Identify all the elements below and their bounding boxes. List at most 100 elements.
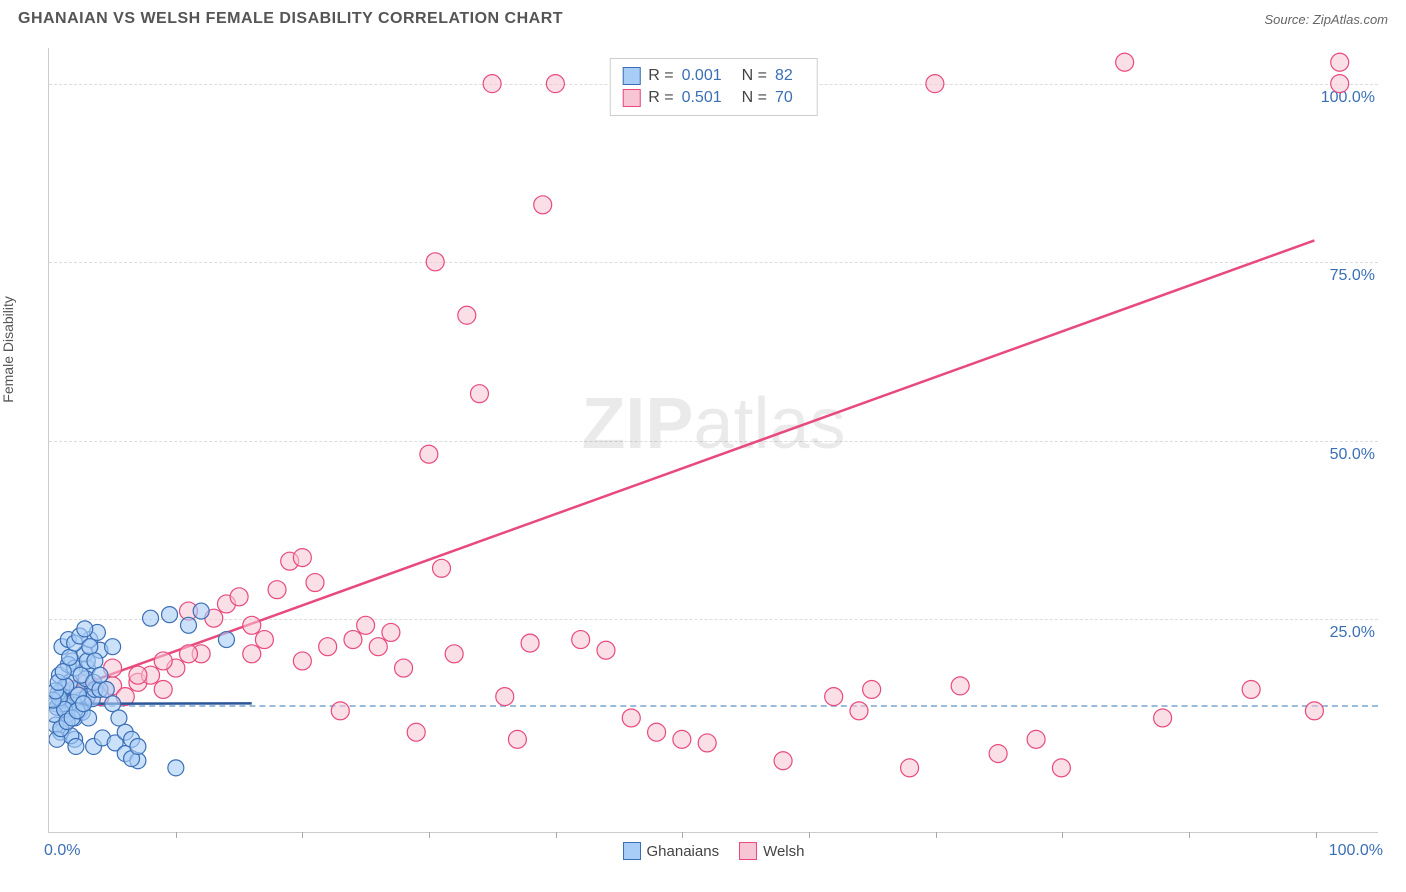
data-point (193, 603, 209, 619)
data-point (243, 616, 261, 634)
data-point (92, 667, 108, 683)
x-tick (809, 832, 810, 838)
data-point (255, 631, 273, 649)
data-point (496, 688, 514, 706)
data-point (470, 385, 488, 403)
data-point (68, 738, 84, 754)
data-point (508, 730, 526, 748)
data-point (1242, 680, 1260, 698)
legend-swatch (622, 89, 640, 107)
stat-r-value: 0.001 (682, 67, 722, 85)
legend-stats-box: R = 0.001 N = 82 R = 0.501 N = 70 (609, 58, 818, 116)
data-point (863, 680, 881, 698)
data-point (306, 574, 324, 592)
data-point (369, 638, 387, 656)
data-point (926, 75, 944, 93)
plot-svg (49, 48, 1378, 832)
x-tick (1189, 832, 1190, 838)
plot-area: ZIPatlas R = 0.001 N = 82 R = 0.501 N = … (48, 48, 1378, 833)
legend-stat-row: R = 0.001 N = 82 (622, 65, 805, 87)
data-point (218, 632, 234, 648)
stat-n-value: 70 (775, 89, 793, 107)
data-point (181, 617, 197, 633)
x-tick (176, 832, 177, 838)
data-point (293, 549, 311, 567)
data-point (458, 306, 476, 324)
data-point (445, 645, 463, 663)
x-tick (556, 832, 557, 838)
data-point (382, 623, 400, 641)
data-point (230, 588, 248, 606)
stat-r-label: R = (648, 67, 673, 85)
data-point (98, 681, 114, 697)
data-point (407, 723, 425, 741)
data-point (1027, 730, 1045, 748)
data-point (55, 664, 71, 680)
data-point (1154, 709, 1172, 727)
legend-label: Welsh (763, 843, 804, 860)
data-point (572, 631, 590, 649)
legend-swatch (623, 842, 641, 860)
data-point (1052, 759, 1070, 777)
data-point (82, 639, 98, 655)
data-point (825, 688, 843, 706)
x-tick (429, 832, 430, 838)
data-point (87, 653, 103, 669)
x-tick-label-right: 100.0% (1329, 842, 1383, 860)
data-point (534, 196, 552, 214)
data-point (154, 680, 172, 698)
data-point (293, 652, 311, 670)
data-point (129, 666, 147, 684)
data-point (698, 734, 716, 752)
data-point (395, 659, 413, 677)
stat-n-value: 82 (775, 67, 793, 85)
data-point (774, 752, 792, 770)
x-tick (1062, 832, 1063, 838)
stat-n-label: N = (742, 89, 767, 107)
data-point (673, 730, 691, 748)
data-point (597, 641, 615, 659)
legend-swatch (622, 67, 640, 85)
data-point (850, 702, 868, 720)
data-point (105, 639, 121, 655)
x-tick-label-left: 0.0% (44, 842, 80, 860)
data-point (130, 738, 146, 754)
data-point (105, 696, 121, 712)
data-point (319, 638, 337, 656)
data-point (268, 581, 286, 599)
legend-swatch (739, 842, 757, 860)
data-point (521, 634, 539, 652)
legend-stat-row: R = 0.501 N = 70 (622, 87, 805, 109)
data-point (111, 710, 127, 726)
data-point (420, 445, 438, 463)
data-point (180, 645, 198, 663)
data-point (622, 709, 640, 727)
chart-title: GHANAIAN VS WELSH FEMALE DISABILITY CORR… (18, 10, 563, 28)
data-point (331, 702, 349, 720)
data-point (648, 723, 666, 741)
stat-n-label: N = (742, 67, 767, 85)
data-point (1331, 75, 1349, 93)
legend-label: Ghanaians (647, 843, 720, 860)
stat-r-label: R = (648, 89, 673, 107)
data-point (76, 696, 92, 712)
data-point (344, 631, 362, 649)
data-point (143, 610, 159, 626)
legend-item: Ghanaians (623, 842, 720, 860)
data-point (901, 759, 919, 777)
data-point (62, 649, 78, 665)
data-point (433, 559, 451, 577)
data-point (546, 75, 564, 93)
regression-line (49, 240, 1314, 696)
data-point (154, 652, 172, 670)
stat-r-value: 0.501 (682, 89, 722, 107)
data-point (162, 607, 178, 623)
source-attribution: Source: ZipAtlas.com (1264, 12, 1388, 27)
data-point (989, 745, 1007, 763)
data-point (357, 616, 375, 634)
data-point (1116, 53, 1134, 71)
data-point (77, 621, 93, 637)
legend-bottom: Ghanaians Welsh (623, 842, 805, 860)
x-tick (302, 832, 303, 838)
data-point (243, 645, 261, 663)
